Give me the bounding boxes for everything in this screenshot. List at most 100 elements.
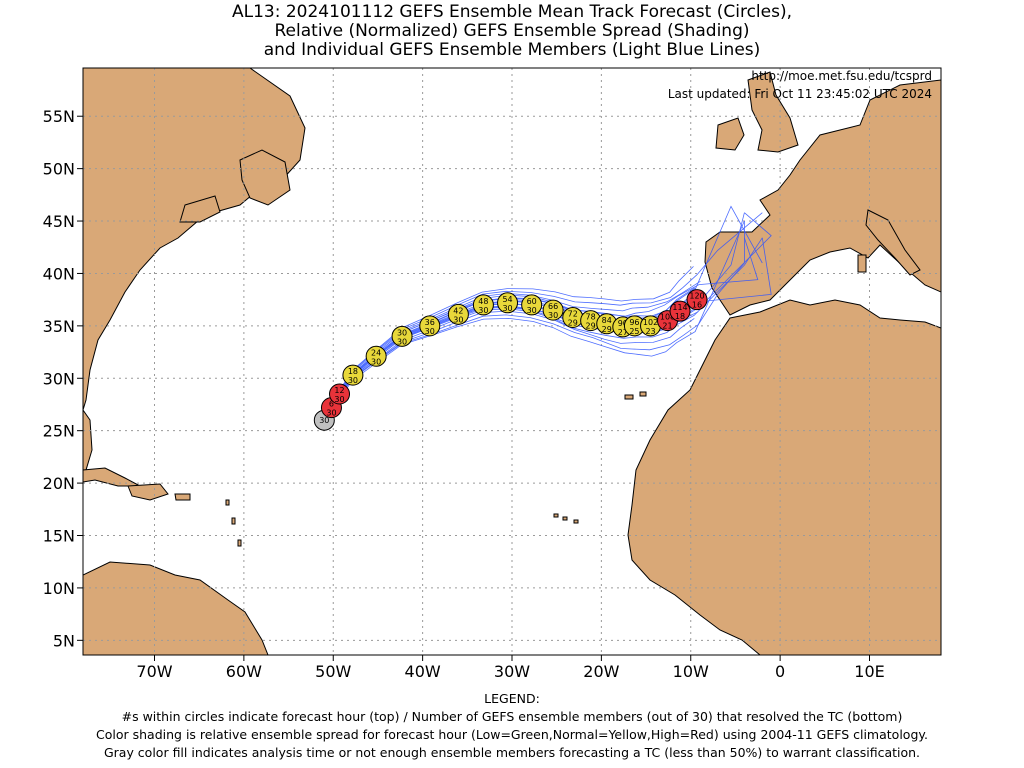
forecast-hour-label: 42 (453, 306, 463, 315)
axis-ticks (77, 115, 870, 661)
great-britain-land (747, 71, 799, 153)
last-updated: Last updated: Fri Oct 11 23:45:02 UTC 20… (668, 87, 932, 101)
hispaniola-land (127, 483, 169, 501)
member-count-label: 27 (618, 328, 628, 337)
member-count-label: 30 (348, 376, 358, 385)
forecast-hour-label: 78 (586, 313, 596, 322)
member-count-label: 30 (478, 306, 488, 315)
forecast-circle (472, 294, 494, 316)
forecast-circle (686, 289, 708, 311)
member-count-label: 21 (662, 322, 672, 331)
legend-line-3: Gray color fill indicates analysis time … (103, 745, 921, 760)
nova-scotia-land (179, 195, 221, 223)
legend-line-2: Color shading is relative ensemble sprea… (96, 727, 928, 742)
forecast-hour-label: 6 (329, 400, 334, 409)
lon-label: 60W (226, 662, 262, 681)
newfoundland-land (239, 149, 291, 206)
forecast-hour-label: 114 (672, 303, 687, 312)
forecast-hour-label: 60 (527, 297, 537, 306)
forecast-hour-label: 108 (660, 313, 675, 322)
member-count-label: 30 (326, 409, 336, 418)
europe-land (704, 79, 941, 316)
puerto-rico-land (174, 493, 191, 501)
member-count-label: 30 (319, 416, 329, 425)
forecast-circle (391, 325, 413, 347)
forecast-circle (497, 292, 519, 314)
title-line-1: AL13: 2024101112 GEFS Ensemble Mean Trac… (232, 2, 792, 22)
forecast-hour-label: 120 (689, 292, 704, 301)
forecast-circle (669, 300, 691, 322)
lon-label: 50W (315, 662, 351, 681)
lat-label: 10N (43, 579, 75, 598)
forecast-hour-label: 48 (478, 297, 488, 306)
forecast-circle (542, 299, 564, 321)
lat-label: 5N (53, 631, 75, 650)
graticule (83, 68, 941, 655)
lat-label: 55N (43, 107, 75, 126)
forecast-hour-label: 96 (629, 318, 639, 327)
lat-label: 15N (43, 527, 75, 546)
lat-label: 25N (43, 422, 75, 441)
map-area: 3063012301830243030303630423048305430603… (83, 68, 941, 655)
title-line-2: Relative (Normalized) GEFS Ensemble Spre… (274, 21, 750, 41)
member-count-label: 29 (586, 322, 596, 331)
north-america-land (83, 68, 306, 411)
lat-label: 50N (43, 160, 75, 179)
forecast-hour-label: 84 (602, 316, 612, 325)
latitude-labels: 55N 50N 45N 40N 35N 30N 25N 20N 15N 10N 5N (43, 107, 75, 650)
member-count-label: 30 (453, 315, 463, 324)
forecast-hour-label: 36 (425, 318, 435, 327)
member-count-label: 29 (568, 318, 578, 327)
member-count-label: 16 (692, 301, 702, 310)
member-count-label: 23 (645, 327, 655, 336)
forecast-hour-label: 18 (348, 367, 358, 376)
member-count-label: 30 (397, 337, 407, 346)
title-line-3: and Individual GEFS Ensemble Members (Li… (263, 40, 761, 60)
member-count-label: 30 (425, 327, 435, 336)
forecast-circle (521, 294, 543, 316)
member-track (323, 266, 694, 421)
island-dots (225, 391, 647, 547)
lat-label: 20N (43, 474, 75, 493)
lon-label: 20W (583, 662, 619, 681)
mean-track-circles: 3063012301830243030303630423048305430603… (313, 289, 708, 431)
member-count-label: 29 (602, 325, 612, 334)
forecast-hour-label: 54 (502, 295, 512, 304)
member-track (323, 220, 745, 421)
forecast-hour-label: 66 (548, 302, 558, 311)
forecast-circle (419, 315, 441, 337)
africa-land (627, 299, 941, 655)
source-url[interactable]: http://moe.met.fsu.edu/tcsprd (751, 69, 932, 83)
lat-label: 45N (43, 212, 75, 231)
member-count-label: 30 (527, 306, 537, 315)
member-count-label: 30 (371, 357, 381, 366)
forecast-hour-label: 72 (568, 309, 578, 318)
lat-label: 30N (43, 369, 75, 388)
lon-label: 10E (854, 662, 884, 681)
member-count-label: 30 (502, 304, 512, 313)
lat-label: 40N (43, 264, 75, 283)
lon-label: 40W (405, 662, 441, 681)
title-block: AL13: 2024101112 GEFS Ensemble Mean Trac… (0, 0, 1024, 62)
member-count-label: 30 (334, 395, 344, 404)
forecast-circle (365, 345, 387, 367)
member-count-label: 18 (675, 312, 685, 321)
member-count-label: 25 (629, 327, 639, 336)
forecast-hour-label: 12 (334, 386, 344, 395)
track-map: 3063012301830243030303630423048305430603… (43, 67, 942, 681)
